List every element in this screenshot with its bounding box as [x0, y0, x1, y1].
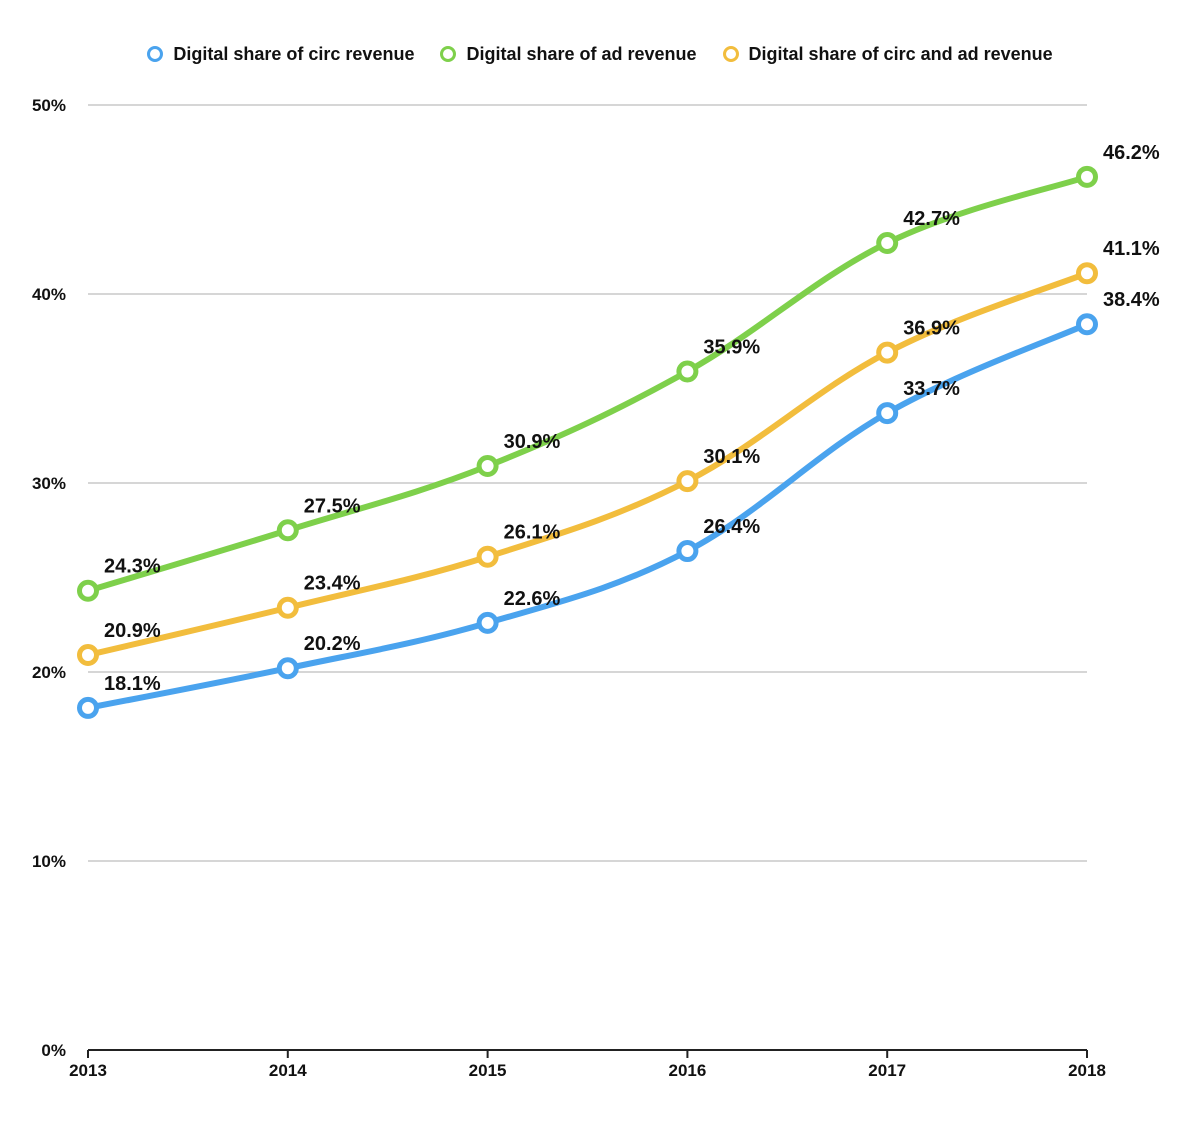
- data-point-combined: [77, 643, 99, 666]
- data-point-circ: [476, 611, 499, 634]
- data-point-circ: [276, 657, 299, 680]
- y-tick-label: 40%: [32, 285, 66, 304]
- data-label-circ: 33.7%: [903, 378, 960, 400]
- data-point-ad: [876, 231, 899, 254]
- series-line-combined: [85, 270, 1090, 658]
- data-label-combined: 30.1%: [703, 446, 760, 468]
- x-tick-label: 2018: [1068, 1061, 1106, 1080]
- data-point-ad: [276, 519, 299, 542]
- data-point-combined: [876, 341, 899, 364]
- y-tick-label: 0%: [41, 1041, 66, 1060]
- data-point-ad: [476, 454, 499, 477]
- data-label-ad: 46.2%: [1103, 142, 1160, 164]
- series-line-ad: [85, 173, 1090, 594]
- data-point-ad: [1076, 165, 1098, 188]
- x-tick-label: 2016: [668, 1061, 706, 1080]
- chart-legend: Digital share of circ revenue Digital sh…: [0, 40, 1200, 68]
- x-tick-label: 2013: [69, 1061, 107, 1080]
- y-tick-label: 20%: [32, 663, 66, 682]
- data-point-combined: [276, 596, 299, 619]
- data-label-combined: 41.1%: [1103, 238, 1160, 260]
- legend-label-ad: Digital share of ad revenue: [466, 43, 697, 64]
- data-label-ad: 35.9%: [703, 336, 760, 358]
- x-tick-label: 2014: [269, 1061, 307, 1080]
- legend-label-circ: Digital share of circ revenue: [173, 43, 415, 64]
- y-tick-label: 50%: [32, 96, 66, 115]
- y-tick-label: 30%: [32, 474, 66, 493]
- data-label-combined: 36.9%: [903, 318, 960, 340]
- data-point-ad: [77, 579, 99, 602]
- data-point-circ: [77, 696, 99, 719]
- series-line-circ: [85, 321, 1090, 711]
- data-label-combined: 26.1%: [504, 522, 561, 544]
- y-tick-label: 10%: [32, 852, 66, 871]
- data-label-ad: 42.7%: [903, 208, 960, 230]
- data-label-combined: 23.4%: [304, 573, 361, 595]
- data-label-ad: 27.5%: [304, 495, 361, 517]
- data-point-circ: [1076, 313, 1098, 336]
- data-point-combined: [476, 545, 499, 568]
- data-label-circ: 26.4%: [703, 516, 760, 538]
- data-point-combined: [676, 470, 699, 493]
- data-label-circ: 18.1%: [104, 673, 161, 695]
- data-label-circ: 38.4%: [1103, 289, 1160, 311]
- legend-item-combined: Digital share of circ and ad revenue: [722, 43, 1053, 65]
- data-point-circ: [876, 402, 899, 425]
- data-point-ad: [676, 360, 699, 383]
- data-label-combined: 20.9%: [104, 620, 161, 642]
- data-label-circ: 22.6%: [504, 588, 561, 610]
- legend-swatch-circ-icon: [147, 46, 164, 62]
- legend-swatch-combined-icon: [722, 46, 739, 62]
- x-tick-label: 2017: [868, 1061, 906, 1080]
- x-tick-label: 2015: [469, 1061, 507, 1080]
- data-label-circ: 20.2%: [304, 633, 361, 655]
- data-label-ad: 30.9%: [504, 431, 561, 453]
- legend-label-combined: Digital share of circ and ad revenue: [748, 43, 1053, 64]
- data-point-combined: [1076, 262, 1098, 285]
- data-label-ad: 24.3%: [104, 556, 161, 578]
- legend-item-circ: Digital share of circ revenue: [147, 44, 414, 65]
- data-point-circ: [676, 540, 699, 563]
- legend-item-ad: Digital share of ad revenue: [440, 43, 697, 65]
- legend-swatch-ad-icon: [440, 46, 457, 62]
